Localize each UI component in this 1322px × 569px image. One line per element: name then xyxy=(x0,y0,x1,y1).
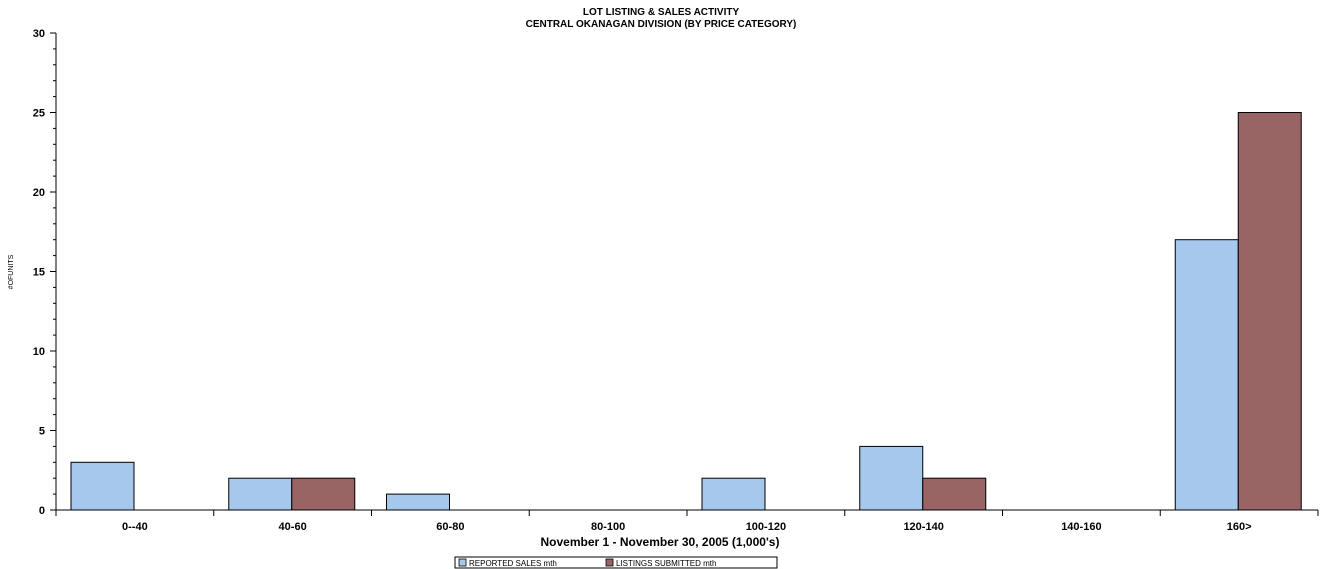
y-tick-label: 15 xyxy=(33,267,45,279)
legend-swatch xyxy=(605,558,614,567)
y-tick-label: 10 xyxy=(33,346,45,358)
x-tick-label: 140-160 xyxy=(1061,521,1101,533)
legend-box xyxy=(454,556,778,569)
y-tick-label: 30 xyxy=(33,28,45,40)
bar-reported-sales xyxy=(228,477,293,511)
chart-title: LOT LISTING & SALES ACTIVITY xyxy=(583,7,740,18)
y-tick-label: 20 xyxy=(33,187,45,199)
chart-subtitle: CENTRAL OKANAGAN DIVISION (BY PRICE CATE… xyxy=(526,19,797,30)
legend-label: REPORTED SALES mth xyxy=(469,559,557,568)
legend-swatch xyxy=(458,558,467,567)
x-tick-label: 80-100 xyxy=(591,521,625,533)
plot-area: 0 5 10 15 20 25 30 0--40 40-60 60-80 80-100 100-120… xyxy=(33,28,1319,533)
x-tick-label: 120-140 xyxy=(903,521,943,533)
bar-listings-submitted xyxy=(1237,112,1302,511)
bar-listings-submitted xyxy=(291,477,356,511)
bar-reported-sales xyxy=(70,461,135,511)
x-tick-label: 100-120 xyxy=(746,521,786,533)
bar-reported-sales xyxy=(859,445,924,511)
x-tick-label: 40-60 xyxy=(279,521,307,533)
y-tick-label: 25 xyxy=(33,108,45,120)
bar-reported-sales xyxy=(386,493,450,511)
legend-label: LISTINGS SUBMITTED mth xyxy=(616,559,716,568)
bar-reported-sales xyxy=(701,477,766,511)
y-tick-label: 5 xyxy=(39,426,45,438)
bar-reported-sales xyxy=(1174,239,1239,511)
x-tick-label: 60-80 xyxy=(436,521,464,533)
y-axis-label: #OFUNITS xyxy=(8,254,15,289)
legend: REPORTED SALES mth LISTINGS SUBMITTED mth xyxy=(454,556,778,569)
x-tick-label: 160> xyxy=(1227,521,1252,533)
x-tick-label: 0--40 xyxy=(122,521,148,533)
y-tick-label: 0 xyxy=(39,505,45,517)
bar-listings-submitted xyxy=(922,477,987,511)
x-axis-label: November 1 - November 30, 2005 (1,000's) xyxy=(541,535,780,549)
